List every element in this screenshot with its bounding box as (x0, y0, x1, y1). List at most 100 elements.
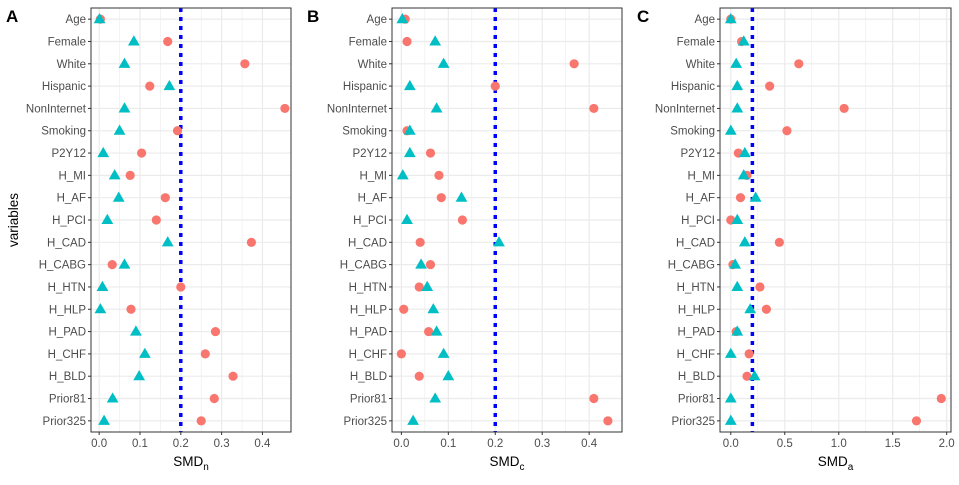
point-circle-female (163, 36, 173, 47)
y-tick-label: White (358, 59, 387, 71)
point-circle-smoking (172, 126, 183, 136)
point-triangle-female (127, 35, 140, 46)
y-tick-label: H_BLD (350, 371, 387, 383)
y-tick-label: Prior325 (344, 416, 387, 428)
point-circle-white (569, 59, 579, 69)
point-triangle-h_hlp (427, 303, 440, 314)
point-triangle-h_af (112, 191, 125, 202)
x-tick-label: 1.5 (885, 438, 901, 450)
y-tick-label: H_MI (59, 170, 86, 182)
point-triangle-h_pad (731, 325, 744, 336)
point-circle-h_pci (457, 215, 468, 225)
point-circle-h_bld (228, 371, 238, 381)
y-tick-label: H_CAD (348, 237, 387, 249)
point-triangle-h_hlp (744, 303, 757, 314)
y-tick-label: H_PAD (350, 327, 388, 339)
x-tick-label: 0.0 (393, 438, 409, 450)
point-circle-h_af (160, 193, 170, 203)
y-tick-label: H_CAD (676, 237, 715, 249)
point-circle-h_af (735, 193, 746, 203)
point-triangle-h_chf (437, 347, 450, 358)
point-triangle-prior81 (106, 392, 119, 403)
point-circle-prior325 (603, 416, 613, 426)
x-axis-title-subscript: a (848, 462, 854, 473)
point-circle-h_htn (176, 282, 186, 292)
y-tick-label: H_PAD (49, 327, 87, 339)
y-tick-label: H_HLP (350, 304, 387, 316)
point-circle-smoking (782, 126, 792, 136)
y-tick-label: H_MI (360, 170, 387, 182)
y-tick-label: Prior81 (678, 394, 715, 406)
point-triangle-hispanic (403, 79, 416, 91)
point-triangle-h_chf (138, 347, 151, 358)
point-circle-white (240, 59, 250, 69)
point-circle-p2y12 (425, 148, 436, 158)
point-triangle-h_pad (430, 325, 443, 336)
y-tick-label: Hispanic (343, 81, 387, 93)
x-axis-title: SMDa (818, 454, 854, 473)
point-triangle-h_pci (731, 213, 744, 225)
point-circle-h_hlp (126, 304, 136, 314)
point-triangle-h_htn (421, 280, 434, 291)
point-circle-hispanic (490, 81, 500, 91)
point-triangle-h_cabg (415, 258, 427, 269)
point-circle-h_cabg (425, 260, 436, 270)
point-circle-h_pad (424, 326, 434, 337)
x-tick-label: 1.0 (831, 438, 847, 450)
point-circle-noninternet (589, 103, 599, 114)
point-circle-prior325 (196, 416, 206, 426)
point-triangle-hispanic (163, 79, 176, 91)
y-tick-label: White (686, 59, 715, 71)
y-tick-label: H_PCI (52, 215, 86, 227)
point-circle-h_af (436, 193, 446, 203)
point-triangle-age (724, 12, 737, 24)
y-tick-label: Female (349, 36, 387, 48)
point-triangle-white (437, 57, 450, 68)
point-circle-h_htn (414, 282, 424, 292)
point-triangle-h_cabg (729, 258, 742, 269)
y-tick-label: Smoking (41, 126, 86, 138)
y-tick-label: H_CAD (47, 237, 86, 249)
panel-letter: A (6, 7, 18, 26)
y-tick-label: H_PAD (678, 327, 716, 339)
point-triangle-smoking (113, 124, 126, 135)
y-tick-label: H_HLP (678, 304, 715, 316)
y-tick-label: H_HTN (677, 282, 715, 294)
point-triangle-smoking (403, 124, 416, 135)
x-axis-title-main: SMD (490, 454, 520, 469)
y-tick-label: H_CABG (39, 260, 86, 272)
point-triangle-p2y12 (97, 146, 110, 158)
y-tick-label: Smoking (342, 126, 387, 138)
y-tick-label: Female (677, 36, 715, 48)
y-tick-label: H_CHF (349, 349, 387, 361)
point-circle-h_chf (744, 349, 754, 359)
y-tick-label: Prior81 (350, 394, 387, 406)
point-triangle-h_chf (724, 347, 737, 358)
panel-letter: B (307, 7, 319, 26)
point-triangle-noninternet (118, 102, 131, 113)
x-tick-label: 0.3 (214, 438, 230, 450)
point-triangle-h_pci (401, 213, 413, 225)
y-tick-label: H_AF (57, 193, 86, 205)
y-tick-label: H_AF (358, 193, 387, 205)
point-circle-h_hlp (761, 304, 772, 314)
y-tick-label: H_AF (686, 193, 715, 205)
x-tick-label: 0.5 (777, 438, 793, 450)
point-circle-p2y12 (137, 148, 147, 158)
point-triangle-noninternet (430, 102, 443, 113)
y-tick-label: Female (48, 36, 86, 48)
point-triangle-h_bld (133, 370, 146, 381)
point-triangle-h_htn (731, 280, 744, 291)
point-triangle-h_hlp (94, 303, 107, 314)
y-tick-label: Age (66, 14, 86, 26)
x-tick-label: 2.0 (939, 438, 955, 450)
point-circle-prior325 (911, 416, 922, 426)
point-triangle-h_htn (96, 280, 109, 291)
y-tick-label: Prior325 (672, 416, 715, 428)
y-tick-label: H_CHF (677, 349, 715, 361)
panel-a: Age Female White Hispanic NonInternet Smoking… (6, 7, 292, 473)
point-triangle-prior81 (724, 392, 737, 403)
point-triangle-age (396, 12, 409, 24)
point-triangle-smoking (724, 124, 737, 135)
point-circle-h_pci (151, 215, 161, 225)
